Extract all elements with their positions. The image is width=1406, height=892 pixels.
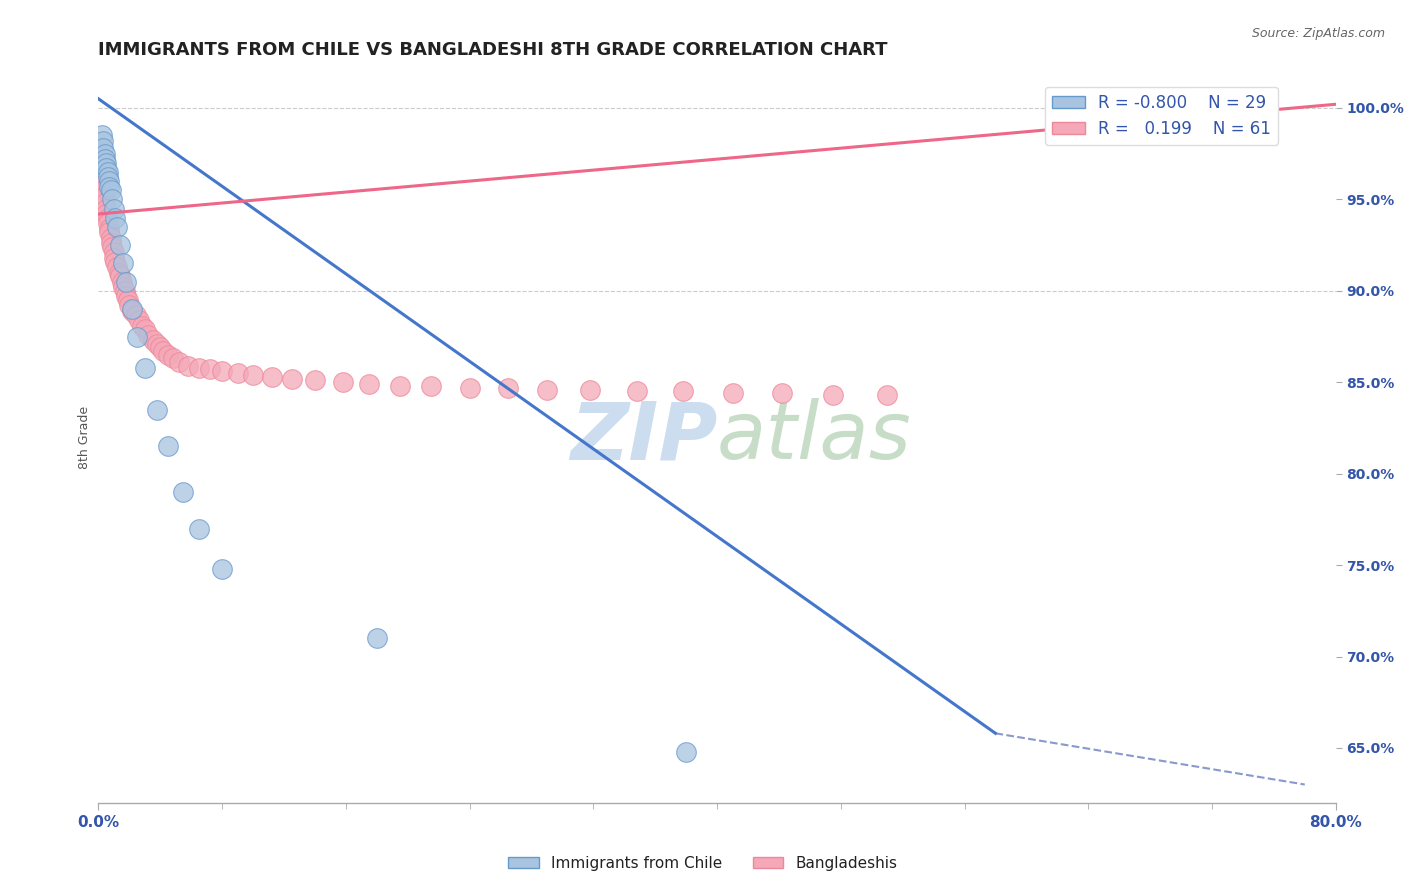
Point bbox=[101, 193, 124, 207]
Point bbox=[100, 183, 122, 197]
Point bbox=[131, 318, 153, 333]
Point bbox=[114, 284, 136, 298]
Point bbox=[149, 341, 172, 355]
Point bbox=[672, 384, 695, 399]
Point bbox=[146, 336, 169, 351]
Text: atlas: atlas bbox=[717, 398, 912, 476]
Point bbox=[115, 275, 138, 289]
Point bbox=[98, 221, 121, 235]
Point bbox=[100, 236, 122, 251]
Point bbox=[211, 364, 233, 378]
Point bbox=[96, 155, 118, 169]
Point bbox=[876, 388, 898, 402]
Text: IMMIGRANTS FROM CHILE VS BANGLADESHI 8TH GRADE CORRELATION CHART: IMMIGRANTS FROM CHILE VS BANGLADESHI 8TH… bbox=[98, 41, 889, 59]
Point bbox=[366, 632, 388, 646]
Point bbox=[98, 179, 121, 194]
Point bbox=[127, 329, 149, 343]
Point bbox=[226, 366, 249, 380]
Point bbox=[134, 322, 156, 336]
Point bbox=[281, 371, 304, 385]
Point bbox=[121, 304, 143, 318]
Point bbox=[98, 225, 121, 239]
Point bbox=[93, 196, 115, 211]
Point bbox=[498, 381, 520, 395]
Point bbox=[579, 383, 602, 397]
Text: Source: ZipAtlas.com: Source: ZipAtlas.com bbox=[1251, 27, 1385, 40]
Point bbox=[103, 202, 125, 216]
Point bbox=[96, 207, 118, 221]
Point bbox=[211, 562, 233, 576]
Point bbox=[357, 377, 380, 392]
Point bbox=[260, 369, 283, 384]
Legend: Immigrants from Chile, Bangladeshis: Immigrants from Chile, Bangladeshis bbox=[502, 850, 904, 877]
Point bbox=[91, 183, 114, 197]
Point bbox=[142, 333, 165, 347]
Y-axis label: 8th Grade: 8th Grade bbox=[79, 406, 91, 468]
Point bbox=[157, 439, 180, 453]
Point bbox=[721, 386, 744, 401]
Point bbox=[112, 256, 135, 270]
Point bbox=[90, 178, 112, 192]
Point bbox=[536, 383, 558, 397]
Point bbox=[96, 202, 118, 216]
Point bbox=[419, 379, 441, 393]
Point bbox=[152, 344, 174, 359]
Point bbox=[242, 368, 264, 382]
Point bbox=[111, 275, 134, 289]
Point bbox=[104, 211, 127, 225]
Point bbox=[188, 521, 211, 535]
Point bbox=[134, 360, 156, 375]
Point bbox=[108, 269, 131, 284]
Point bbox=[770, 386, 793, 401]
Point bbox=[117, 293, 139, 307]
Point bbox=[115, 289, 138, 303]
Point bbox=[104, 254, 127, 268]
Point bbox=[93, 152, 115, 166]
Point bbox=[146, 402, 169, 417]
Point bbox=[121, 301, 143, 317]
Point bbox=[108, 238, 131, 252]
Point bbox=[97, 170, 120, 185]
Point bbox=[103, 251, 125, 265]
Text: ZIP: ZIP bbox=[569, 398, 717, 476]
Point bbox=[128, 313, 150, 327]
Point bbox=[167, 355, 190, 369]
Point bbox=[388, 379, 412, 393]
Point bbox=[188, 360, 211, 375]
Point bbox=[91, 141, 114, 155]
Point bbox=[157, 348, 180, 362]
Point bbox=[103, 245, 125, 260]
Point bbox=[124, 308, 146, 322]
Point bbox=[100, 231, 122, 245]
Point bbox=[97, 216, 120, 230]
Point bbox=[626, 384, 648, 399]
Point bbox=[97, 211, 120, 225]
Point bbox=[105, 219, 128, 234]
Point bbox=[136, 327, 159, 342]
Point bbox=[177, 359, 200, 373]
Point bbox=[91, 134, 114, 148]
Point bbox=[96, 161, 118, 176]
Point bbox=[332, 375, 354, 389]
Point bbox=[112, 280, 135, 294]
Point bbox=[118, 298, 141, 312]
Point bbox=[98, 174, 121, 188]
Point bbox=[107, 265, 129, 279]
Point bbox=[90, 128, 112, 143]
Point bbox=[198, 362, 221, 376]
Point bbox=[93, 188, 115, 202]
Legend: R = -0.800    N = 29, R =   0.199    N = 61: R = -0.800 N = 29, R = 0.199 N = 61 bbox=[1045, 87, 1278, 145]
Point bbox=[458, 381, 481, 395]
Point bbox=[97, 165, 120, 179]
Point bbox=[675, 745, 697, 759]
Point bbox=[93, 146, 115, 161]
Point bbox=[162, 351, 184, 366]
Point bbox=[101, 240, 124, 254]
Point bbox=[173, 484, 195, 499]
Point bbox=[105, 260, 128, 274]
Point bbox=[304, 373, 326, 387]
Point bbox=[821, 388, 844, 402]
